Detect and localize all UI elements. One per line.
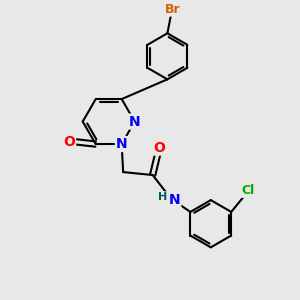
Text: O: O	[154, 141, 165, 154]
Text: Br: Br	[165, 3, 181, 16]
Text: Cl: Cl	[242, 184, 255, 197]
Text: N: N	[129, 115, 140, 129]
Text: H: H	[158, 192, 167, 202]
Text: N: N	[116, 137, 127, 151]
Text: O: O	[63, 135, 75, 149]
Text: N: N	[169, 193, 180, 207]
